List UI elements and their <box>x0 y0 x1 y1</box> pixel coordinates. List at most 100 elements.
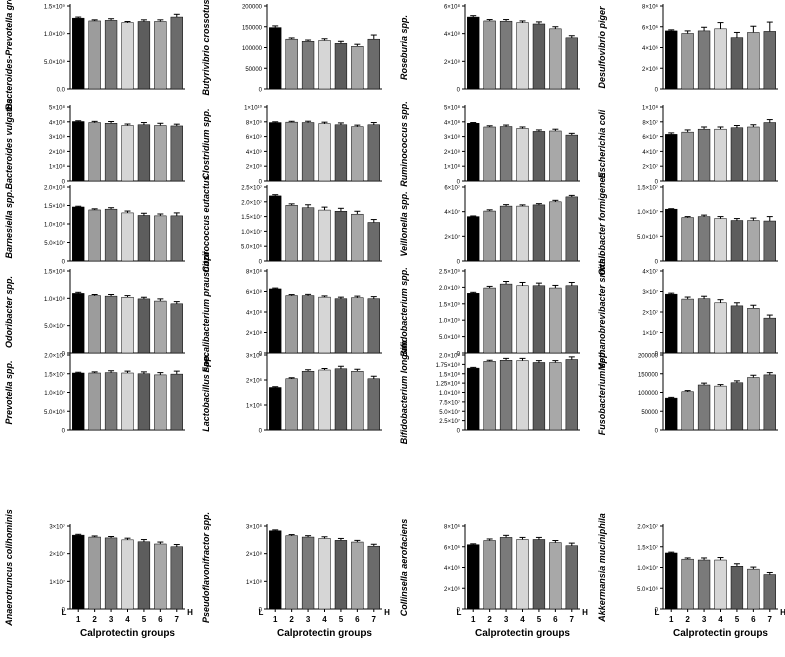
bar <box>269 122 282 182</box>
y-tick-label: 3×10⁸ <box>49 134 66 141</box>
y-tick-label: 0 <box>655 608 659 614</box>
y-axis-label: Roseburia spp. <box>399 15 409 80</box>
y-tick-label: 1.5×10⁷ <box>44 371 65 378</box>
high-label: H <box>187 608 193 617</box>
x-tick-label: 6 <box>158 615 163 624</box>
bar <box>499 360 513 431</box>
high-label: H <box>384 608 390 617</box>
y-axis-label: Faecalibacterium prausnitzii <box>201 251 211 373</box>
x-tick-label: 2 <box>289 615 294 624</box>
y-tick-label: 50000 <box>245 67 262 73</box>
bar <box>532 285 546 354</box>
y-tick-label: 0 <box>62 180 66 186</box>
bar <box>137 124 151 182</box>
y-tick-label: 2×10⁶ <box>246 378 263 385</box>
y-axis-label: Oxalobacter formigenes <box>597 172 607 275</box>
bar <box>104 20 118 90</box>
bar <box>88 122 101 182</box>
bar <box>665 552 678 610</box>
x-tick-label: 4 <box>718 615 723 624</box>
bar <box>467 544 480 610</box>
bar <box>285 38 298 90</box>
y-tick-label: 1×10⁸ <box>49 164 66 171</box>
y-tick-label: 2×10⁷ <box>642 164 658 171</box>
x-tick-label: 6 <box>553 615 558 624</box>
x-tick-label: 6 <box>355 615 360 624</box>
y-axis-label: Methanobrevibacter smithii <box>597 253 607 371</box>
bar <box>730 37 744 90</box>
bar <box>318 538 331 610</box>
bar <box>681 33 694 90</box>
chart-panel: Coprococcus eutactus 0 5.0×10⁶ 1.0×10⁷ 1.5×1… <box>201 175 382 273</box>
chart-panel: Prevotella spp. 0 5.0×10⁶ 1.0×10⁷ 1.5×10⁷ 2.0… <box>4 353 185 435</box>
chart-panel: Bacteroides-Prevotella group 0.0 5.0×10⁸ 1.… <box>4 0 185 110</box>
bar <box>697 30 711 90</box>
bar <box>730 127 744 182</box>
y-tick-label: 200000 <box>242 5 263 11</box>
bar <box>532 362 546 431</box>
bar <box>483 20 496 90</box>
y-tick-label: 0 <box>655 429 659 435</box>
bar <box>665 30 678 90</box>
y-tick-label: 1×10⁷ <box>49 579 65 586</box>
bar <box>483 126 496 182</box>
bar <box>72 372 85 431</box>
y-tick-label: 0 <box>457 180 461 186</box>
chart-panel: Fusobacterium spp. 0 50000 100000 150000 2000… <box>597 350 778 436</box>
x-tick-label: 7 <box>570 615 575 624</box>
y-axis-label: Odoribacter spp. <box>4 276 14 348</box>
y-tick-label: 1×10⁷ <box>642 330 658 337</box>
bar <box>763 220 776 262</box>
y-tick-label: 2×10⁸ <box>444 59 461 66</box>
y-tick-label: 8×10⁶ <box>444 524 461 531</box>
bar <box>549 130 562 182</box>
bar <box>367 124 380 182</box>
chart-panel: Veillonella spp. 0 2×10⁷ 4×10⁷ 6×10⁷ <box>399 185 580 266</box>
bar <box>301 207 315 262</box>
y-tick-label: 3×10⁷ <box>49 524 65 531</box>
chart-panel: Escherichia coli 0 2×10⁷ 4×10⁷ 6×10⁷ 8×10⁷ 1×1… <box>597 105 778 186</box>
y-axis-label: Fusobacterium spp. <box>597 350 607 436</box>
x-tick-label: 4 <box>520 615 525 624</box>
y-tick-label: 150000 <box>242 25 263 31</box>
y-tick-label: 150000 <box>638 372 659 378</box>
y-tick-label: 1.75×10⁸ <box>436 362 461 369</box>
bar <box>549 28 562 90</box>
y-axis-label: Barnesiella spp. <box>4 189 14 258</box>
bar <box>121 372 134 431</box>
bar <box>334 43 348 90</box>
bar <box>285 205 298 262</box>
bar <box>334 298 348 354</box>
bar <box>730 566 744 610</box>
chart-panel: Bacteroides vulgatus 0 1×10⁸ 2×10⁸ 3×10⁸ 4×10… <box>4 98 185 190</box>
y-tick-label: 1.5×10⁸ <box>44 203 66 210</box>
x-tick-label: 5 <box>142 615 147 624</box>
y-tick-label: 1.0×10⁹ <box>439 318 461 325</box>
bar <box>88 536 101 610</box>
bar <box>714 218 727 262</box>
bar <box>565 545 578 610</box>
y-tick-label: 2.0×10⁹ <box>439 285 461 292</box>
bar <box>104 295 118 354</box>
chart-panel: Barnesiella spp. 0 5.0×10⁷ 1.0×10⁸ 1.5×10⁸ 2.… <box>4 185 185 266</box>
x-tick-label: 1 <box>669 615 674 624</box>
bar <box>714 128 727 182</box>
y-tick-label: 2.0×10⁷ <box>241 199 262 206</box>
bar <box>532 131 546 182</box>
bar <box>285 378 298 431</box>
bar <box>269 27 282 90</box>
y-tick-label: 0 <box>457 352 461 358</box>
bar <box>170 546 183 610</box>
bar <box>121 22 134 90</box>
bar <box>730 382 744 431</box>
bar <box>121 539 134 610</box>
bar <box>697 298 711 354</box>
bar <box>467 16 480 90</box>
y-tick-label: 3×10⁷ <box>642 289 658 296</box>
bar <box>170 16 183 90</box>
y-tick-label: 5×10⁸ <box>49 105 66 112</box>
bar <box>681 131 694 182</box>
y-tick-label: 5.0×10⁷ <box>44 240 65 247</box>
bar <box>665 397 678 431</box>
